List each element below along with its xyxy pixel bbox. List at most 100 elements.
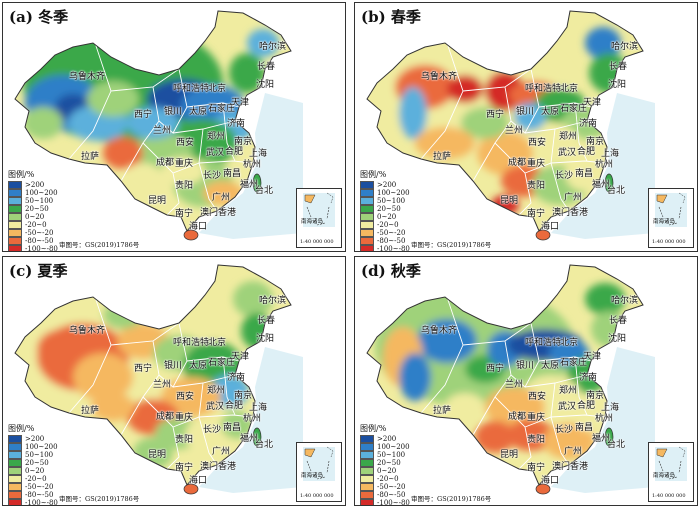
city-label: 合肥 (577, 147, 596, 157)
legend-item: -100~-80 (360, 245, 410, 251)
panel-title: (b) 春季 (361, 8, 421, 26)
anomaly-region (87, 81, 139, 117)
city-label: 北京 (208, 338, 227, 348)
hainan-island (535, 229, 551, 241)
city-label: 拉萨 (81, 406, 100, 416)
city-label: 石家庄 (560, 104, 588, 114)
city-label: 长沙 (555, 425, 574, 435)
anomaly-region (229, 53, 265, 93)
city-label: 杭州 (243, 414, 262, 424)
city-label: 台北 (255, 186, 274, 196)
legend-swatch (360, 221, 374, 229)
legend-item: 0~20 (8, 213, 58, 221)
anomaly-region (565, 155, 601, 191)
legend-item: -80~-50 (360, 491, 410, 499)
city-label: 济南 (227, 373, 246, 383)
legend-swatch (360, 491, 374, 499)
province-boundary (550, 416, 570, 466)
city-label: 银川 (516, 107, 535, 117)
city-label: 沈阳 (608, 80, 627, 90)
legend-label: -20~0 (25, 475, 47, 483)
legend-item: -20~0 (8, 221, 58, 229)
city-label: 呼和浩特 (525, 84, 562, 94)
legend-label: >200 (25, 435, 45, 443)
legend-swatch (8, 189, 22, 197)
province-boundary (68, 42, 112, 160)
city-label: 福州 (240, 180, 259, 190)
legend-item: -20~0 (360, 475, 410, 483)
city-label: 郑州 (207, 386, 226, 396)
legend-item: -100~-80 (8, 499, 58, 505)
legend-label: -50~-20 (25, 483, 54, 491)
anomaly-region (575, 403, 607, 431)
map-legend: 图例/% >200 100~200 50~100 20~50 0~20 -20~0 -50~-… (360, 423, 410, 505)
city-label: 西宁 (486, 110, 505, 120)
national-boundary (14, 10, 292, 232)
province-boundary (198, 160, 254, 164)
panel-summer: (c) 夏季 哈尔滨 长春 沈阳 乌鲁木齐 呼和浩特 北京 天津 太原 石家庄 银川 西宁 济南 兰州 郑州… (2, 256, 346, 506)
city-label: 香港 (570, 462, 589, 472)
city-label: 重庆 (527, 159, 546, 169)
legend-item: -50~-20 (8, 229, 58, 237)
city-label: 重庆 (175, 159, 194, 169)
city-label: 成都 (508, 158, 527, 168)
city-label: 台北 (255, 440, 274, 450)
province-boundary (166, 172, 180, 216)
sea-area (199, 93, 303, 239)
city-label: 南京 (586, 137, 605, 147)
city-label: 哈尔滨 (259, 42, 287, 52)
legend-label: 50~100 (25, 451, 54, 459)
province-boundary (420, 296, 464, 414)
inset-map (303, 192, 335, 227)
legend-swatch (360, 205, 374, 213)
china-map (366, 264, 655, 495)
legend-swatch (360, 451, 374, 459)
legend-label: >200 (377, 435, 397, 443)
legend-swatch (8, 459, 22, 467)
city-label: 郑州 (559, 132, 578, 142)
national-boundary (366, 10, 644, 232)
city-label: 澳门 (552, 462, 571, 472)
anomaly-region (585, 27, 621, 59)
province-boundary (142, 128, 204, 174)
city-label: 合肥 (577, 401, 596, 411)
city-label: 济南 (579, 373, 598, 383)
legend-label: 20~50 (377, 459, 401, 467)
legend-swatch (8, 229, 22, 237)
legend-label: 20~50 (25, 459, 49, 467)
city-label: 昆明 (148, 450, 167, 460)
taiwan-island (604, 427, 614, 447)
city-label: 沈阳 (256, 80, 275, 90)
province-boundary (420, 42, 464, 160)
city-label: 澳门 (552, 208, 571, 218)
city-label: 兰州 (153, 126, 172, 136)
city-label: 西安 (176, 392, 195, 402)
city-label: 郑州 (207, 132, 226, 142)
city-label: 哈尔滨 (611, 296, 639, 306)
city-label: 西宁 (134, 110, 153, 120)
city-label: 合肥 (225, 401, 244, 411)
legend-label: -80~-50 (25, 491, 54, 499)
legend-item: >200 (360, 435, 410, 443)
legend-label: >200 (377, 181, 397, 189)
city-label: 昆明 (148, 196, 167, 206)
city-label: 乌鲁木齐 (421, 326, 458, 336)
city-label: 南昌 (575, 423, 594, 433)
city-label: 石家庄 (560, 358, 588, 368)
anomaly-region (415, 127, 475, 159)
inset-scale: 1:40 000 000 (300, 493, 334, 499)
city-label: 兰州 (153, 380, 172, 390)
legend-label: 0~20 (25, 213, 45, 221)
city-label: 长春 (609, 62, 628, 72)
legend-swatch (360, 229, 374, 237)
legend-item: 0~20 (360, 213, 410, 221)
south-china-sea-inset: 南海诸岛 1:40 000 000 (296, 442, 342, 502)
taiwan-island (604, 173, 614, 193)
legend-item: 100~200 (360, 443, 410, 451)
china-map (366, 10, 655, 241)
province-boundary (222, 102, 236, 162)
city-label: 南宁 (175, 463, 194, 473)
city-label: 海口 (189, 222, 208, 232)
map-legend: 图例/% >200 100~200 50~100 20~50 0~20 -20~0 -50~-… (360, 169, 410, 251)
city-label: 太原 (541, 107, 560, 117)
